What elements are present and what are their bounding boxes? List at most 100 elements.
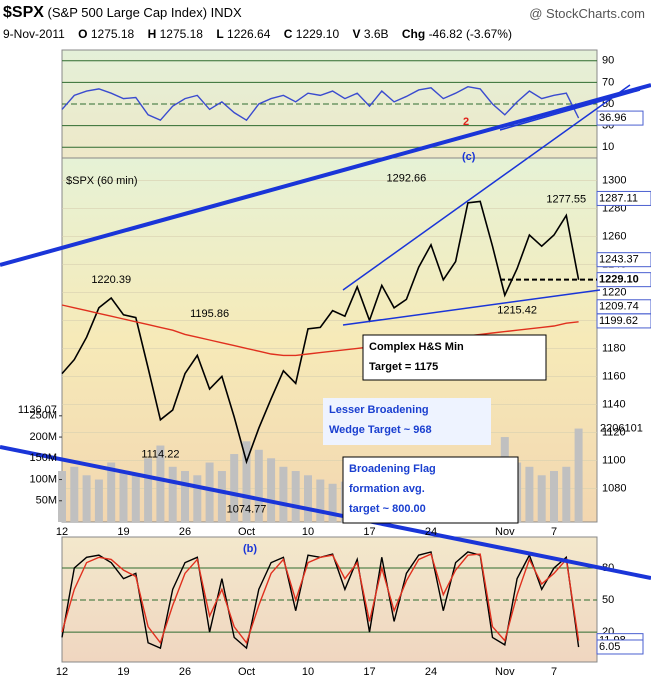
date: 9-Nov-2011 (3, 27, 65, 41)
volume-bar (82, 475, 91, 522)
right-label-box (596, 252, 651, 268)
volume-bar (107, 462, 116, 522)
volume-bar (205, 462, 214, 522)
price-label: 1292.66 (387, 173, 427, 185)
x-tick-label: 10 (302, 666, 314, 678)
series-line (61, 85, 580, 122)
wave-label: 2 (463, 116, 469, 128)
x-tick-label: 7 (551, 666, 557, 678)
stoch-panel (61, 536, 598, 663)
price-label: 1215.42 (497, 305, 537, 317)
note-text: Target = 1175 (369, 361, 438, 373)
note-text: Broadening Flag (349, 463, 436, 475)
series-line (61, 553, 580, 645)
volume-last-label: 2206101 (600, 422, 643, 434)
source: @ StockCharts.com (529, 6, 645, 21)
quote-label: H (147, 27, 157, 41)
volume-tick-label: 250M (29, 410, 57, 422)
x-tick-label: Nov (495, 526, 515, 538)
y-tick-label: 50 (602, 594, 614, 606)
volume-bar (574, 428, 583, 522)
volume-bar (291, 471, 300, 522)
x-tick-label: 19 (117, 526, 129, 538)
note-text: formation avg. (349, 483, 425, 495)
quote-row: 9-Nov-2011 O 1275.18 H 1275.18 L 1226.64… (3, 27, 512, 41)
exchange: INDX (210, 5, 242, 20)
index-name: (S&P 500 Large Cap Index) (47, 5, 208, 20)
x-tick-label: 7 (551, 526, 557, 538)
volume-tick-label: 100M (29, 473, 57, 485)
quote-label: Chg (401, 27, 426, 41)
volume-tick-label: 150M (29, 452, 57, 464)
change-pct: (-3.67%) (465, 27, 512, 41)
volume-bar (267, 458, 276, 522)
x-tick-label: Nov (495, 666, 515, 678)
quote-value: 1226.64 (227, 27, 271, 41)
note-text: target ~ 800.00 (349, 503, 426, 515)
volume-bar (119, 471, 128, 522)
volume-bar (168, 466, 177, 522)
x-tick-label: 19 (117, 666, 129, 678)
note-text: Complex H&S Min (369, 341, 464, 353)
volume-bar (230, 454, 239, 522)
y-tick-label: 1140 (602, 398, 626, 410)
volume-bar (562, 466, 571, 522)
volume-bar (58, 471, 66, 522)
series-line (61, 200, 580, 465)
stoch-value-box (596, 639, 644, 655)
right-label: 1229.10 (599, 274, 639, 286)
volume-bar (131, 475, 140, 522)
volume-bar (181, 471, 189, 522)
y-tick-label: 50 (602, 98, 614, 110)
quote-label: C (283, 27, 293, 41)
price-label: 1220.39 (91, 274, 131, 286)
price-label: 1114.22 (141, 448, 179, 460)
symbol: $SPX (3, 4, 44, 21)
trendline (342, 289, 601, 326)
stoch-value: 6.05 (599, 641, 620, 653)
x-tick-label: 17 (363, 666, 375, 678)
y-tick-label: 1180 (602, 342, 626, 354)
quote-label: O (78, 27, 88, 41)
volume-bar (328, 483, 337, 522)
x-tick-label: 12 (56, 666, 68, 678)
wave-label: (b) (243, 543, 257, 555)
x-tick-label: 26 (179, 526, 191, 538)
label-layer: 50M 100M 150M 200M 250M 2206101 12 19 26 Oct 10 17 2… (18, 110, 651, 678)
right-label: 1243.37 (599, 254, 639, 266)
volume-bar (537, 475, 546, 522)
quote-value: 3.6B (363, 27, 389, 41)
panel-title: $SPX (60 min) (66, 175, 138, 187)
y-tick-label: 1300 (602, 174, 626, 186)
rsi-value-box (596, 110, 644, 126)
note-text: Wedge Target ~ 968 (329, 424, 432, 436)
price-label: 1074.77 (227, 504, 267, 516)
volume-bar (550, 471, 558, 522)
right-label: 1209.74 (599, 301, 639, 313)
y-tick-label: 1160 (602, 370, 626, 382)
x-tick-label: 17 (363, 526, 375, 538)
wave-label: (c) (462, 151, 476, 163)
volume-bar (193, 475, 202, 522)
quote-label: V (352, 27, 361, 41)
volume-tick-label: 50M (36, 495, 57, 507)
right-label: 1287.11 (599, 192, 638, 204)
header: $SPX (S&P 500 Large Cap Index) INDX @ St… (0, 0, 651, 44)
right-label: 1199.62 (599, 315, 638, 327)
trendline (499, 89, 641, 131)
x-tick-label: 26 (179, 666, 191, 678)
note-box (323, 398, 491, 445)
x-tick-label: 24 (425, 526, 437, 538)
volume-bar (70, 466, 79, 522)
right-label-box (596, 190, 651, 206)
trendline (0, 83, 651, 267)
note-box (362, 334, 547, 381)
x-tick-label: Oct (238, 526, 255, 538)
y-tick-label: 70 (602, 76, 614, 88)
x-tick-label: 24 (425, 666, 437, 678)
volume-bar (242, 441, 251, 522)
volume-bar (144, 458, 153, 522)
volume-bar (254, 449, 263, 522)
